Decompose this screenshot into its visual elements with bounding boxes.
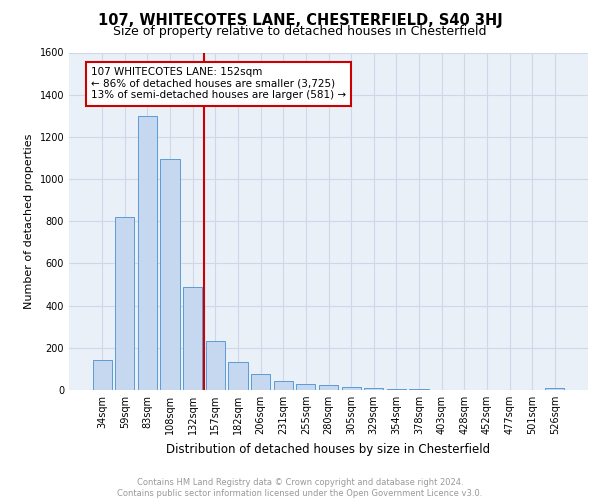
Text: 107, WHITECOTES LANE, CHESTERFIELD, S40 3HJ: 107, WHITECOTES LANE, CHESTERFIELD, S40 … bbox=[98, 12, 502, 28]
Bar bbox=[138, 116, 157, 390]
Bar bbox=[160, 159, 180, 390]
Text: Contains HM Land Registry data © Crown copyright and database right 2024.
Contai: Contains HM Land Registry data © Crown c… bbox=[118, 478, 482, 498]
Bar bbox=[545, 388, 565, 390]
Bar bbox=[183, 286, 202, 390]
Bar bbox=[387, 389, 406, 390]
Bar bbox=[115, 217, 134, 390]
Bar bbox=[274, 380, 293, 390]
Bar bbox=[319, 384, 338, 390]
X-axis label: Distribution of detached houses by size in Chesterfield: Distribution of detached houses by size … bbox=[166, 442, 491, 456]
Bar bbox=[92, 360, 112, 390]
Y-axis label: Number of detached properties: Number of detached properties bbox=[24, 134, 34, 309]
Bar bbox=[206, 342, 225, 390]
Text: 107 WHITECOTES LANE: 152sqm
← 86% of detached houses are smaller (3,725)
13% of : 107 WHITECOTES LANE: 152sqm ← 86% of det… bbox=[91, 68, 346, 100]
Bar bbox=[364, 388, 383, 390]
Text: Size of property relative to detached houses in Chesterfield: Size of property relative to detached ho… bbox=[113, 25, 487, 38]
Bar bbox=[251, 374, 270, 390]
Bar bbox=[341, 387, 361, 390]
Bar bbox=[296, 384, 316, 390]
Bar bbox=[229, 362, 248, 390]
